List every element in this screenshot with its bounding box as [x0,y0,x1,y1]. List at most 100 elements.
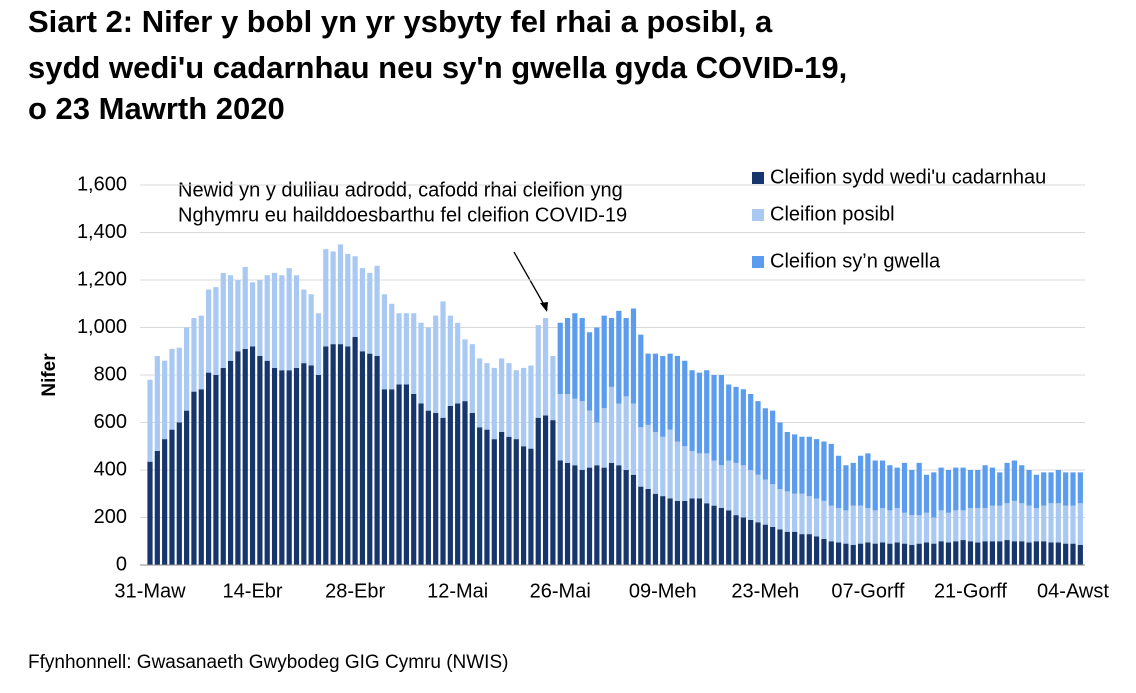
bar-segment [762,408,768,480]
bar-segment [843,543,849,565]
bar-segment [1026,505,1032,543]
bar-segment [916,462,922,516]
bar-segment [286,268,292,371]
bar-segment [257,280,263,356]
bar-segment [601,408,607,468]
bar-segment [374,356,380,565]
bar-segment [359,351,366,565]
bar-segment [147,461,153,565]
bar-segment [923,474,930,513]
bar-segment [1033,508,1039,542]
bar-segment [271,272,278,368]
bar-segment [718,375,724,466]
bar-segment [271,367,278,565]
bar-segment [792,531,798,565]
bar-segment [411,313,417,394]
bar-segment [594,327,600,423]
bar-segment [1004,462,1010,504]
bar-segment [198,315,204,390]
x-tick-label: 28-Ebr [325,580,385,602]
bar-segment [689,451,695,499]
bar-segment [938,467,944,511]
bar-segment [440,417,446,565]
bar-segment [674,441,681,501]
bar-segment [433,413,439,565]
bar-segment [652,493,659,565]
bar-segment [506,363,512,437]
bar-segment [418,322,424,404]
bar-segment [704,503,710,565]
bar-segment [1048,542,1054,565]
bar-segment [323,249,329,347]
bar-segment [1063,472,1069,506]
bar-segment [660,436,666,497]
bar-segment [220,367,226,565]
bar-segment [1041,505,1047,542]
bar-segment [652,432,659,494]
bar-segment [337,244,344,345]
bar-segment [1055,503,1061,543]
bar-segment [169,429,175,565]
bar-segment [938,541,944,565]
bar-segment [638,334,644,428]
bar-segment [249,346,256,565]
bar-segment [857,455,864,506]
bar-segment [850,505,856,545]
bar-segment [279,370,285,565]
bar-segment [293,275,300,368]
chart-title: Siart 2: Nifer y bobl yn yr ysbyty fel r… [28,4,773,39]
bar-segment [1011,541,1017,565]
bar-segment [301,289,307,364]
y-tick-label: 1,200 [77,268,127,290]
bar-segment [828,443,834,506]
bar-segment [1004,540,1010,565]
bar-segment [594,422,600,466]
bar-segment [381,389,388,565]
bar-segment [997,541,1003,565]
bar-segment [477,427,483,565]
bar-segment [835,455,842,508]
bar-segment [667,429,673,499]
bar-segment [726,460,732,511]
bar-segment [198,389,204,565]
bar-segment [945,542,952,565]
bar-segment [176,422,182,565]
bar-segment [535,325,541,418]
bar-segment [367,353,373,565]
bar-segment [857,543,864,565]
bar-segment [440,301,446,418]
bar-segment [953,510,959,542]
bar-segment [191,318,197,392]
bar-segment [821,500,827,539]
bar-segment [418,403,424,565]
bar-segment [1063,543,1069,565]
bar-segment [455,403,461,565]
bar-segment [755,401,761,475]
bar-segment [682,500,688,565]
bar-segment [572,313,578,399]
y-tick-label: 1,600 [77,173,127,195]
bar-segment [814,498,820,537]
bar-segment [227,360,234,565]
legend-label: Cleifion sy’n gwella [770,250,941,272]
bar-segment [462,339,468,402]
bar-segment [608,462,615,565]
bar-segment [630,403,637,475]
y-axis-label: Nifer [39,353,60,397]
bar-segment [425,410,431,565]
bar-segment [850,544,856,565]
x-tick-label: 04-Awst [1037,580,1109,602]
bar-segment [689,498,695,565]
bar-segment [894,508,900,543]
bar-segment [960,540,966,565]
bar-segment [726,510,732,565]
bar-segment [623,396,629,470]
chart-title: sydd wedi'u cadarnhau neu sy'n gwella gy… [28,50,847,85]
bar-segment [967,508,974,542]
bar-segment [645,353,651,425]
bar-segment [755,522,761,565]
bar-segment [557,394,563,461]
bar-segment [367,272,373,354]
bar-segment [345,346,351,565]
bar-segment [989,467,996,506]
